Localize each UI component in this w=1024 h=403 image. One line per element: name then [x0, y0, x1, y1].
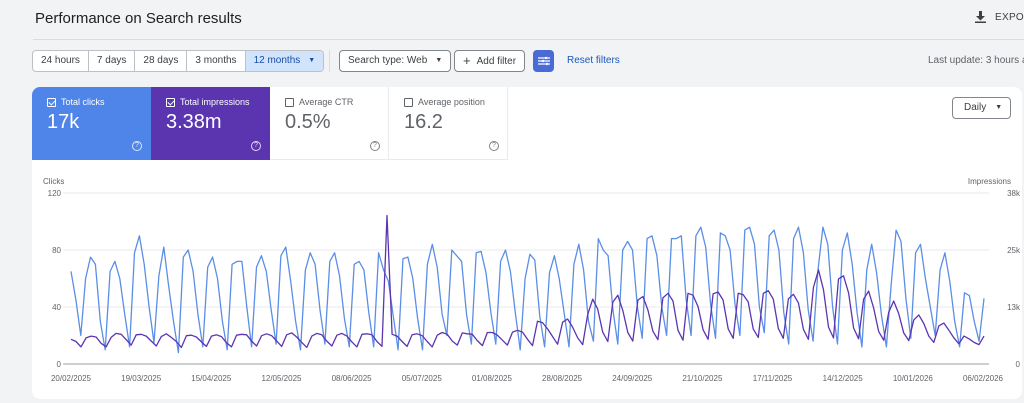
- x-tick-label: 10/01/2026: [893, 374, 934, 383]
- header-divider: [33, 39, 1024, 40]
- range-3-months[interactable]: 3 months: [187, 51, 246, 71]
- left-tick-label: 40: [52, 303, 61, 312]
- help-circle-icon[interactable]: ?: [251, 141, 261, 151]
- metric-value: 17k: [47, 111, 80, 133]
- x-tick-label: 20/02/2025: [51, 374, 92, 383]
- range-7-days[interactable]: 7 days: [89, 51, 136, 71]
- metric-total-impressions[interactable]: Total impressions 3.38m ?: [151, 87, 270, 160]
- left-axis-title: Clicks: [43, 177, 64, 186]
- page-title: Performance on Search results: [35, 10, 242, 27]
- series-line-total-impressions: [70, 214, 985, 349]
- export-button[interactable]: EXPORT: [975, 11, 1024, 23]
- x-tick-label: 05/07/2025: [402, 374, 443, 383]
- granularity-dropdown[interactable]: Daily ▼: [952, 97, 1011, 119]
- toolbar-divider: [329, 50, 330, 72]
- checkbox-icon[interactable]: [285, 97, 294, 107]
- metric-value: 3.38m: [166, 111, 222, 133]
- reset-filters-link[interactable]: Reset filters: [567, 55, 620, 66]
- right-axis-title: Impressions: [968, 177, 1011, 186]
- range-28-days[interactable]: 28 days: [135, 51, 188, 71]
- series-line-total-clicks: [70, 226, 985, 354]
- right-tick-label: 25k: [1007, 246, 1021, 255]
- x-tick-label: 14/12/2025: [823, 374, 864, 383]
- x-tick-label: 28/08/2025: [542, 374, 583, 383]
- filter-sliders-icon: [537, 56, 550, 66]
- help-circle-icon[interactable]: ?: [370, 141, 380, 151]
- metric-label: Total impressions: [180, 97, 250, 107]
- right-tick-label: 13k: [1007, 303, 1021, 312]
- performance-chart: 120 38k 80 25k 40 13k 0 0 Clicks Impressions 20/02…: [43, 177, 1021, 383]
- help-circle-icon[interactable]: ?: [132, 141, 142, 151]
- granularity-label: Daily: [964, 102, 987, 113]
- plus-icon: +: [463, 53, 471, 68]
- metric-label-row: Average position: [404, 97, 507, 107]
- metric-value: 16.2: [404, 111, 443, 133]
- x-tick-label: 01/08/2025: [472, 374, 513, 383]
- metric-average-ctr[interactable]: Average CTR 0.5% ?: [270, 87, 389, 160]
- x-tick-label: 06/02/2026: [963, 374, 1004, 383]
- date-range-selector: 24 hours 7 days 28 days 3 months 12 mont…: [32, 50, 325, 72]
- add-filter-button[interactable]: + Add filter: [454, 50, 526, 72]
- left-tick-label: 120: [48, 189, 62, 198]
- right-tick-label: 0: [1016, 360, 1021, 369]
- metric-label: Average CTR: [299, 97, 354, 107]
- caret-down-icon: ▼: [308, 57, 316, 64]
- search-type-label: Search type: Web: [348, 55, 428, 66]
- x-tick-label: 17/11/2025: [753, 374, 793, 383]
- search-type-dropdown[interactable]: Search type: Web ▼: [339, 50, 452, 72]
- metric-value: 0.5%: [285, 111, 331, 133]
- page-header: Performance on Search results EXPORT: [0, 0, 1024, 40]
- checkbox-checked-icon[interactable]: [166, 97, 175, 107]
- x-tick-label: 15/04/2025: [191, 374, 232, 383]
- metric-total-clicks[interactable]: Total clicks 17k ?: [32, 87, 151, 160]
- metric-label-row: Average CTR: [285, 97, 388, 107]
- range-12-months[interactable]: 12 months ▼: [245, 51, 324, 71]
- x-tick-label: 12/05/2025: [261, 374, 302, 383]
- last-update-text: Last update: 3 hours ago: [928, 55, 1024, 66]
- metric-label: Total clicks: [61, 97, 105, 107]
- performance-card: Total clicks 17k ? Total impressions 3.3…: [32, 87, 1022, 399]
- right-tick-label: 38k: [1007, 189, 1021, 198]
- checkbox-icon[interactable]: [404, 97, 413, 107]
- metric-label: Average position: [418, 97, 485, 107]
- caret-down-icon: ▼: [435, 57, 443, 64]
- x-tick-label: 21/10/2025: [682, 374, 723, 383]
- metric-average-position[interactable]: Average position 16.2 ?: [389, 87, 508, 160]
- range-24-hours[interactable]: 24 hours: [33, 51, 89, 71]
- x-tick-label: 19/03/2025: [121, 374, 162, 383]
- filter-toolbar: 24 hours 7 days 28 days 3 months 12 mont…: [32, 50, 1024, 72]
- x-tick-label: 24/09/2025: [612, 374, 653, 383]
- left-tick-label: 0: [57, 360, 62, 369]
- caret-down-icon: ▼: [995, 104, 1003, 111]
- left-tick-label: 80: [52, 246, 61, 255]
- download-icon: [975, 11, 986, 23]
- export-label: EXPORT: [995, 11, 1024, 23]
- metric-label-row: Total clicks: [47, 97, 151, 107]
- filter-toggle-button[interactable]: [533, 50, 554, 72]
- x-tick-label: 08/06/2025: [332, 374, 373, 383]
- metric-label-row: Total impressions: [166, 97, 270, 107]
- help-circle-icon[interactable]: ?: [489, 141, 499, 151]
- range-12-months-label: 12 months: [253, 55, 301, 66]
- checkbox-checked-icon[interactable]: [47, 97, 56, 107]
- add-filter-label: Add filter: [476, 56, 517, 67]
